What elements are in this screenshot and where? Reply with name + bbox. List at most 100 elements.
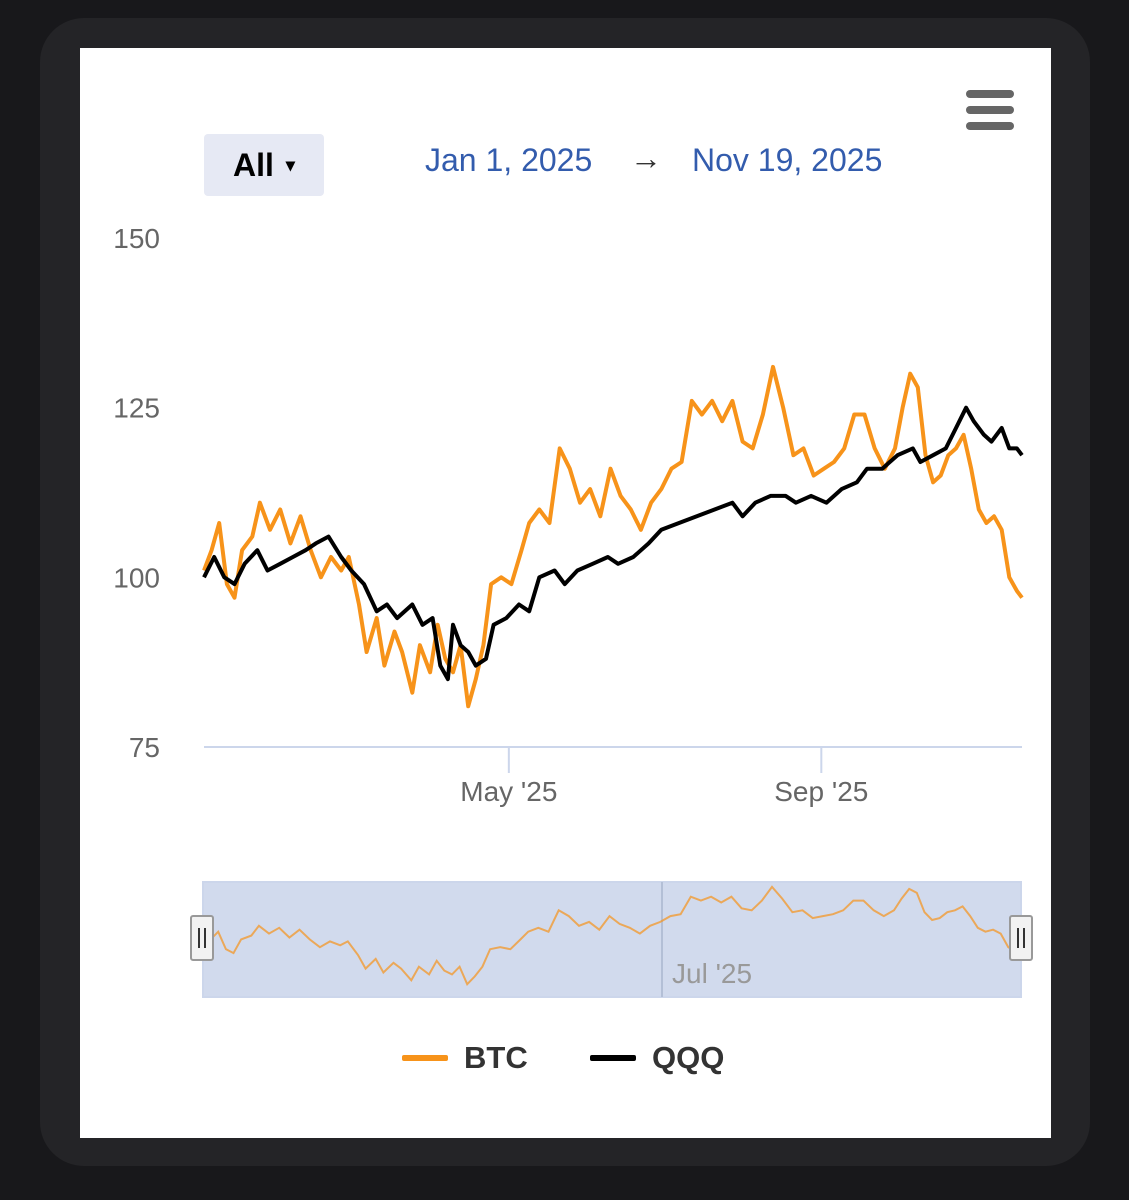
data-point-qqq — [932, 454, 934, 456]
date-to-input[interactable]: Nov 19, 2025 — [692, 142, 883, 178]
data-point-qqq — [363, 583, 365, 585]
legend-swatch-qqq — [590, 1055, 636, 1061]
data-point-qqq — [485, 658, 487, 660]
data-point-btc — [429, 671, 431, 673]
range-selector-label: All — [233, 146, 274, 183]
data-point-qqq — [754, 502, 756, 504]
navigator-handle-right[interactable] — [1009, 915, 1033, 961]
data-point-btc — [630, 509, 632, 511]
y-tick-label: 75 — [129, 732, 160, 763]
arrow-right-icon: → — [630, 140, 662, 176]
data-point-btc — [874, 447, 876, 449]
navigator-selection[interactable] — [202, 881, 1022, 998]
data-point-qqq — [256, 549, 258, 551]
data-point-btc — [599, 515, 601, 517]
data-point-qqq — [1001, 427, 1003, 429]
data-point-qqq — [315, 542, 317, 544]
data-point-qqq — [592, 563, 594, 565]
data-point-qqq — [810, 495, 812, 497]
x-tick-label: Sep '25 — [774, 776, 868, 807]
data-point-btc — [823, 468, 825, 470]
x-axis: May '25 Sep '25 — [460, 747, 868, 807]
data-point-btc — [1016, 590, 1018, 592]
data-point-btc — [947, 454, 949, 456]
data-point-qqq — [340, 556, 342, 558]
data-point-qqq — [505, 617, 507, 619]
data-point-btc — [792, 454, 794, 456]
data-point-btc — [579, 502, 581, 504]
data-point-qqq — [223, 576, 225, 578]
data-point-qqq — [965, 407, 967, 409]
data-point-btc — [251, 536, 253, 538]
data-point-btc — [650, 502, 652, 504]
date-from-input[interactable]: Jan 1, 2025 — [425, 142, 593, 178]
data-point-qqq — [564, 583, 566, 585]
legend-item-btc[interactable]: BTC — [402, 1040, 528, 1076]
data-point-btc — [419, 644, 421, 646]
y-tick-label: 125 — [113, 393, 160, 424]
chart-menu-button[interactable] — [962, 88, 1018, 132]
data-point-qqq — [991, 441, 993, 443]
data-point-qqq — [460, 644, 462, 646]
data-point-qqq — [841, 488, 843, 490]
data-point-qqq — [731, 502, 733, 504]
data-point-qqq — [518, 604, 520, 606]
y-tick-label: 100 — [113, 562, 160, 593]
data-point-qqq — [648, 542, 650, 544]
navigator: Jul '25 — [190, 881, 1033, 998]
data-point-btc — [340, 570, 342, 572]
data-point-qqq — [305, 549, 307, 551]
data-point-btc — [932, 481, 934, 483]
data-point-btc — [963, 434, 965, 436]
series-line-qqq[interactable] — [202, 405, 1024, 682]
data-point-qqq — [983, 434, 985, 436]
data-point-btc — [985, 522, 987, 524]
data-point-btc — [279, 509, 281, 511]
data-point-btc — [864, 414, 866, 416]
data-point-btc — [721, 420, 723, 422]
legend-label-btc: BTC — [464, 1040, 528, 1075]
data-point-qqq — [617, 563, 619, 565]
data-point-btc — [234, 597, 236, 599]
data-point-btc — [467, 705, 469, 707]
data-point-btc — [640, 529, 642, 531]
data-point-qqq — [866, 468, 868, 470]
series-line-btc[interactable] — [202, 364, 1024, 709]
x-tick-label: May '25 — [460, 776, 557, 807]
data-point-btc — [853, 414, 855, 416]
data-point-btc — [940, 475, 942, 477]
data-point-qqq — [795, 502, 797, 504]
data-point-qqq — [660, 529, 662, 531]
range-selector-dropdown[interactable]: All ▾ — [204, 134, 324, 196]
data-point-qqq — [881, 468, 883, 470]
data-point-qqq — [213, 556, 215, 558]
data-point-qqq — [825, 502, 827, 504]
data-point-qqq — [439, 665, 441, 667]
data-point-btc — [569, 468, 571, 470]
legend-item-qqq[interactable]: QQQ — [590, 1040, 724, 1076]
data-point-qqq — [267, 570, 269, 572]
data-point-btc — [383, 665, 385, 667]
data-point-btc — [401, 651, 403, 653]
data-point-btc — [259, 502, 261, 504]
data-point-qqq — [411, 604, 413, 606]
y-axis: 75 100 125 150 — [113, 223, 160, 763]
data-point-qqq — [396, 617, 398, 619]
data-point-btc — [925, 454, 927, 456]
data-point-btc — [894, 447, 896, 449]
data-point-qqq — [292, 556, 294, 558]
data-point-btc — [211, 549, 213, 551]
data-point-btc — [742, 441, 744, 443]
data-point-btc — [203, 570, 205, 572]
data-point-qqq — [1008, 447, 1010, 449]
data-point-btc — [762, 414, 764, 416]
data-point-qqq — [696, 515, 698, 517]
data-point-btc — [620, 495, 622, 497]
data-point-qqq — [785, 495, 787, 497]
navigator-handle-left[interactable] — [190, 915, 214, 961]
data-point-btc — [955, 447, 957, 449]
navigator-tick-label: Jul '25 — [672, 958, 752, 989]
data-point-btc — [701, 414, 703, 416]
data-point-qqq — [919, 461, 921, 463]
